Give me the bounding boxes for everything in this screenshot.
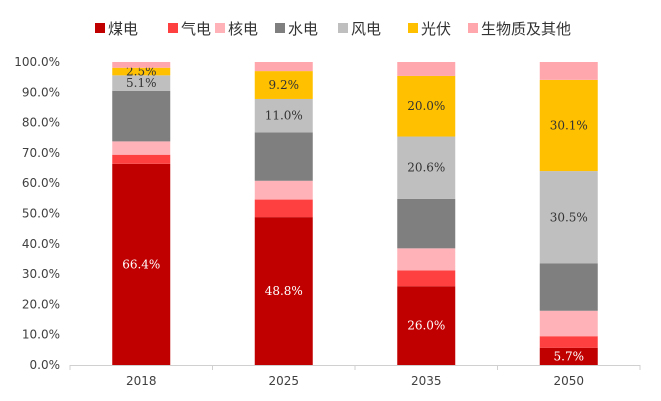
data-label: 66.4% (122, 257, 160, 271)
y-tick-label: 60.0% (22, 176, 60, 190)
legend-swatch (95, 23, 105, 33)
legend-swatch (338, 23, 348, 33)
bar-segment-4-2018 (112, 90, 171, 142)
bar-segment-6-2025 (254, 71, 313, 99)
y-tick-label: 10.0% (22, 328, 60, 342)
legend-label: 核电 (228, 20, 258, 38)
legend-label: 风电 (351, 20, 381, 38)
bar-segment-2-2025 (254, 199, 313, 218)
legend-label: 煤电 (108, 20, 138, 38)
bar-stack-2050: 5.7% 30.5% 30.1% (539, 62, 598, 365)
x-tick-label: 2025 (268, 374, 299, 388)
x-tick-label: 2035 (411, 374, 442, 388)
bar-segment-5-2035 (397, 136, 456, 199)
data-label: 26.0% (407, 319, 445, 333)
bar-segment-5-2050 (539, 171, 598, 264)
bars: 66.4% 5.1%2.5% 48.8% 11.0% 9.2% 26.0% 20.6% 20.… (112, 62, 598, 365)
bar-segment-2-2018 (112, 154, 171, 164)
y-tick-label: 20.0% (22, 297, 60, 311)
data-label: 30.5% (550, 210, 588, 224)
legend-label: 水电 (288, 20, 318, 38)
bar-segment-3-2050 (539, 310, 598, 337)
bar-segment-7-2050 (539, 62, 598, 80)
legend-item: 气电 (168, 20, 211, 38)
data-label: 11.0% (265, 109, 303, 123)
data-label: 48.8% (265, 284, 303, 298)
bar-segment-5-2018 (112, 75, 171, 91)
data-label: 2.5% (126, 65, 157, 79)
bar-segment-2-2035 (397, 270, 456, 287)
bar-segment-6-2018 (112, 67, 171, 76)
legend-label: 生物质及其他 (481, 20, 571, 38)
bar-segment-3-2018 (112, 141, 171, 155)
legend-item: 煤电 (95, 20, 138, 38)
bar-segment-6-2050 (539, 79, 598, 172)
y-tick-label: 50.0% (22, 207, 60, 221)
legend-item: 水电 (275, 20, 318, 38)
y-axis: 0.0% 10.0% 20.0% 30.0% 40.0% 50.0% 60.0% 70.0% 8… (14, 55, 60, 372)
bar-segment-7-2025 (254, 62, 313, 72)
legend: 煤电 气电 核电 水电 风电 光伏 生物质及其他 (95, 20, 571, 38)
legend-label: 光伏 (421, 20, 451, 38)
legend-item: 光伏 (408, 20, 451, 38)
x-tick-label: 2050 (553, 374, 584, 388)
bar-segment-3-2025 (254, 180, 313, 200)
y-tick-label: 70.0% (22, 146, 60, 160)
bar-segment-1-2025 (254, 217, 313, 365)
bar-segment-1-2018 (112, 163, 171, 365)
bar-stack-2025: 48.8% 11.0% 9.2% (254, 62, 313, 365)
y-tick-label: 0.0% (30, 358, 61, 372)
bar-segment-7-2018 (112, 62, 171, 68)
bar-segment-1-2050 (539, 347, 598, 365)
legend-swatch (468, 23, 478, 33)
bar-segment-6-2035 (397, 75, 456, 137)
legend-item: 核电 (215, 20, 258, 38)
legend-swatch (168, 23, 178, 33)
data-label: 9.2% (269, 78, 300, 92)
data-label: 20.0% (407, 99, 445, 113)
legend-item: 风电 (338, 20, 381, 38)
bar-segment-7-2035 (397, 62, 456, 76)
legend-swatch (215, 23, 225, 33)
bar-stack-2035: 26.0% 20.6% 20.0% (397, 62, 456, 365)
y-tick-label: 40.0% (22, 237, 60, 251)
y-tick-label: 30.0% (22, 267, 60, 281)
data-label: 5.1% (126, 76, 157, 90)
bar-segment-2-2050 (539, 336, 598, 348)
data-label: 30.1% (550, 118, 588, 132)
legend-label: 气电 (181, 20, 211, 38)
x-tick-label: 2018 (126, 374, 157, 388)
legend-swatch (408, 23, 418, 33)
data-label: 20.6% (407, 161, 445, 175)
x-axis: 2018 2025 2035 2050 (69, 365, 641, 388)
bar-segment-5-2025 (254, 98, 313, 133)
legend-swatch (275, 23, 285, 33)
data-label: 5.7% (554, 349, 585, 363)
y-tick-label: 90.0% (22, 85, 60, 99)
y-tick-label: 80.0% (22, 116, 60, 130)
y-tick-label: 100.0% (14, 55, 60, 69)
bar-stack-2018: 66.4% 5.1%2.5% (112, 62, 171, 365)
bar-segment-4-2025 (254, 132, 313, 181)
bar-segment-4-2050 (539, 263, 598, 311)
bar-segment-4-2035 (397, 198, 456, 249)
bar-segment-1-2035 (397, 286, 456, 365)
legend-item: 生物质及其他 (468, 20, 571, 38)
bar-segment-3-2035 (397, 248, 456, 271)
